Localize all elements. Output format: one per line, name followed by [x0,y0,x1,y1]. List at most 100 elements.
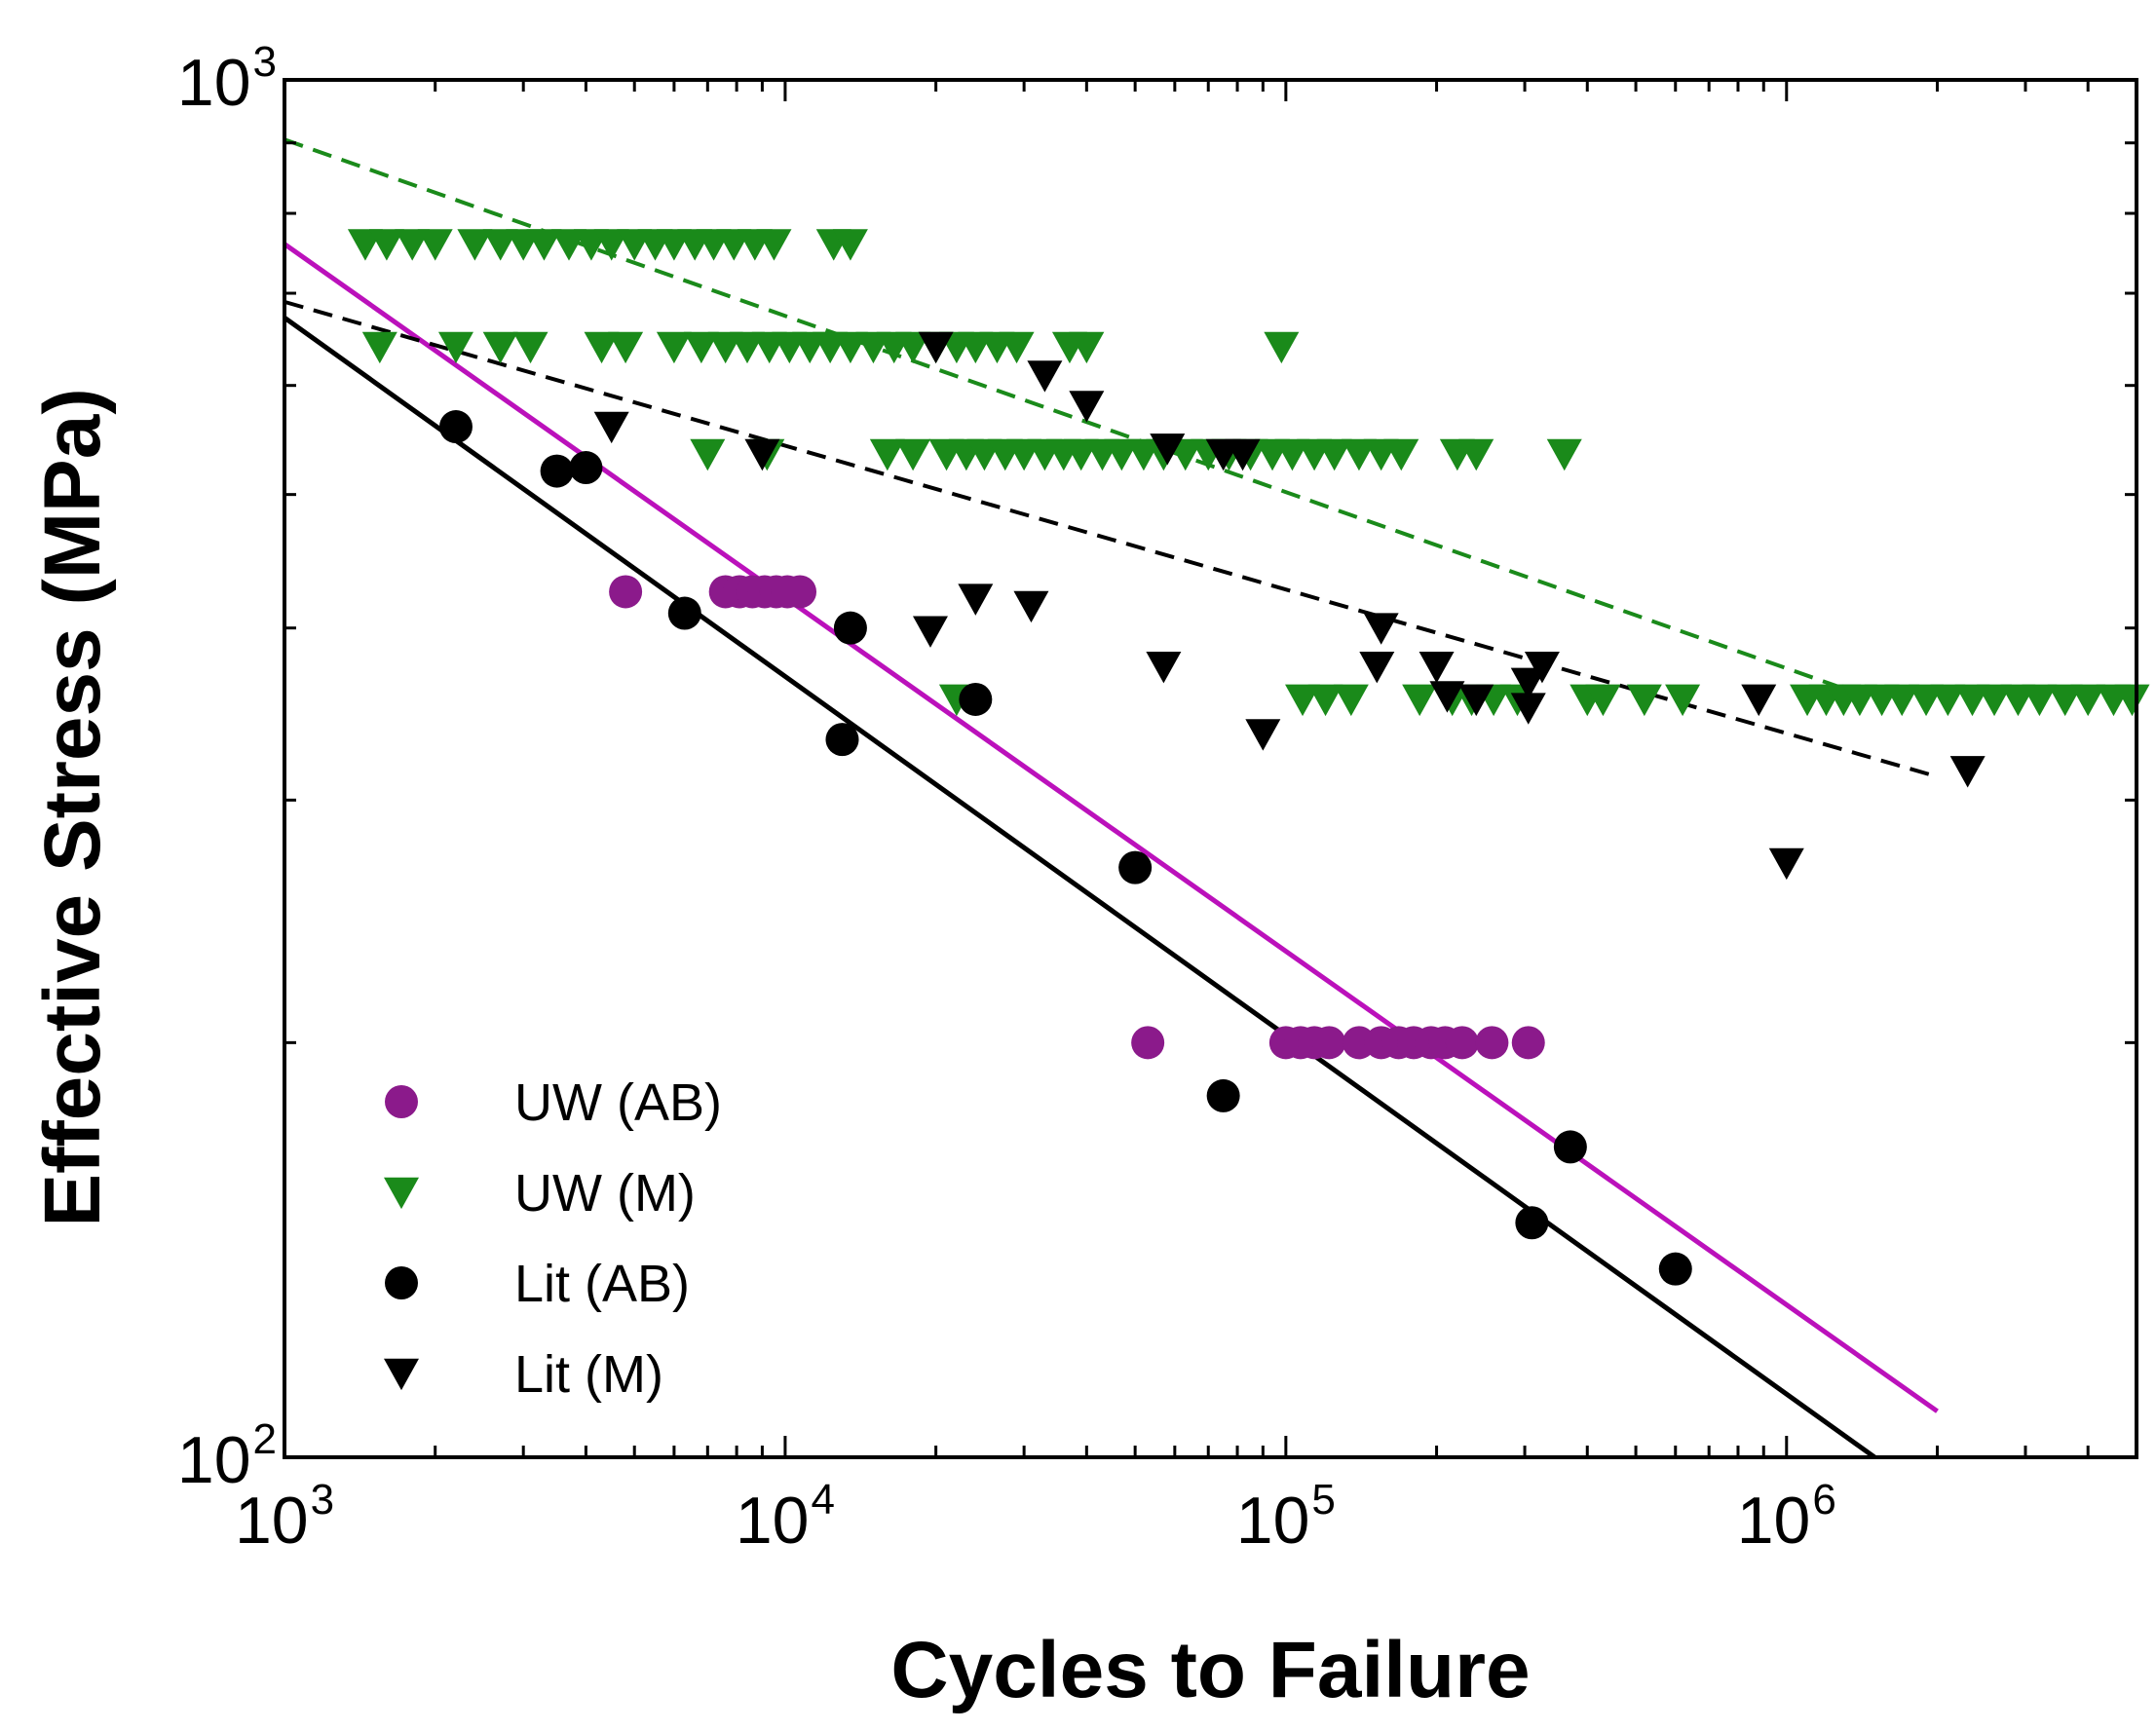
point-uw-m [1285,684,1321,717]
point-lit-m [1510,667,1546,700]
tick-exponent: 6 [1812,1476,1835,1524]
point-uw-m [1307,684,1343,717]
point-uw-m [1264,331,1300,364]
legend-entry-uw-ab: UW (AB) [385,1073,722,1132]
axis-ticks [283,78,2138,1459]
point-uw-m [869,438,905,471]
point-lit-m [1768,847,1804,881]
y-tick-label: 10 3 [177,38,277,120]
point-lit-ab [833,611,867,645]
point-lit-m [1741,684,1777,717]
data-points [347,229,2150,1286]
x-tick-label: 10 5 [1236,1476,1336,1558]
point-lit-m [1245,719,1281,751]
point-uw-m [1274,438,1310,471]
point-uw-m [2047,684,2083,717]
x-tick-label: 10 6 [1737,1476,1836,1558]
legend-label: Lit (AB) [514,1255,690,1313]
point-lit-m [1150,433,1186,466]
point-uw-m [895,438,931,471]
point-uw-m [999,331,1035,364]
point-uw-m [457,229,493,261]
tick-base: 10 [235,1484,309,1558]
point-uw-m [1069,331,1105,364]
fit-line-uw-ab [283,242,1939,1413]
fit-line-uw-m [284,137,1875,701]
point-uw-m [1383,438,1419,471]
point-uw-m [608,331,644,364]
point-uw-m [1546,438,1582,471]
fit-line-lit-m [284,299,1939,779]
point-uw-m [832,331,868,364]
point-uw-m [526,229,562,261]
point-uw-m [1402,684,1438,717]
fit-line-lit-ab [283,316,1876,1460]
point-uw-ab [783,575,817,609]
tick-base: 10 [177,1423,251,1497]
legend-marker-uw-ab [385,1085,418,1118]
x-axis-title: Cycles to Failure [890,1626,1530,1714]
point-uw-m [437,331,473,364]
point-lit-m [1418,652,1455,684]
point-uw-m [482,331,518,364]
point-uw-m [756,229,792,261]
point-uw-m [683,331,719,364]
point-uw-m [1841,684,1877,717]
tick-exponent: 3 [253,38,277,86]
point-uw-m [1458,438,1494,471]
point-lit-m [1524,652,1560,684]
point-uw-ab [1475,1026,1509,1060]
point-lit-ab [1118,850,1153,884]
tick-exponent: 5 [1311,1476,1335,1524]
point-uw-m [690,438,726,471]
point-lit-m [1146,652,1182,684]
point-lit-ab [667,596,701,630]
point-uw-m [395,229,431,261]
point-lit-ab [1206,1078,1240,1112]
point-lit-ab [959,682,993,716]
point-uw-m [730,331,766,364]
point-uw-m [1930,684,1966,717]
point-uw-m [832,229,868,261]
point-uw-ab [609,575,643,609]
point-lit-m [1510,693,1546,725]
point-lit-ab [438,410,473,444]
y-tick-label: 10 2 [177,1415,277,1497]
point-uw-m [1333,684,1369,717]
point-lit-m [1949,756,1986,788]
point-lit-m [1069,391,1105,423]
point-uw-m [1665,684,1701,717]
point-lit-ab [540,454,574,488]
point-lit-m [1363,613,1399,645]
tick-exponent: 2 [253,1415,277,1463]
point-lit-ab [569,451,603,485]
point-lit-m [1458,684,1494,717]
point-uw-m [2070,684,2106,717]
point-lit-ab [1553,1130,1587,1164]
point-uw-ab [1131,1026,1165,1060]
point-uw-m [1104,438,1140,471]
point-uw-m [895,331,931,364]
point-lit-m [1429,681,1465,713]
point-uw-m [1954,684,1990,717]
tick-base: 10 [1737,1484,1811,1558]
point-lit-m [1359,652,1395,684]
point-uw-m [512,331,548,364]
legend-entry-lit-ab: Lit (AB) [385,1255,690,1313]
point-lit-ab [1658,1252,1692,1286]
point-uw-m [361,331,397,364]
point-uw-m [2114,684,2150,717]
point-uw-m [1585,684,1621,717]
point-lit-m [744,438,780,471]
point-uw-m [2022,684,2058,717]
point-uw-m [584,331,620,364]
point-uw-m [1341,438,1377,471]
tick-exponent: 4 [812,1476,835,1524]
legend-entry-lit-m: Lit (M) [384,1345,663,1404]
legend-label: UW (M) [514,1164,696,1223]
legend-marker-lit-m [384,1358,419,1391]
legend-entry-uw-m: UW (M) [384,1164,696,1223]
point-lit-m [1027,360,1063,393]
plot-area [283,78,2138,1459]
